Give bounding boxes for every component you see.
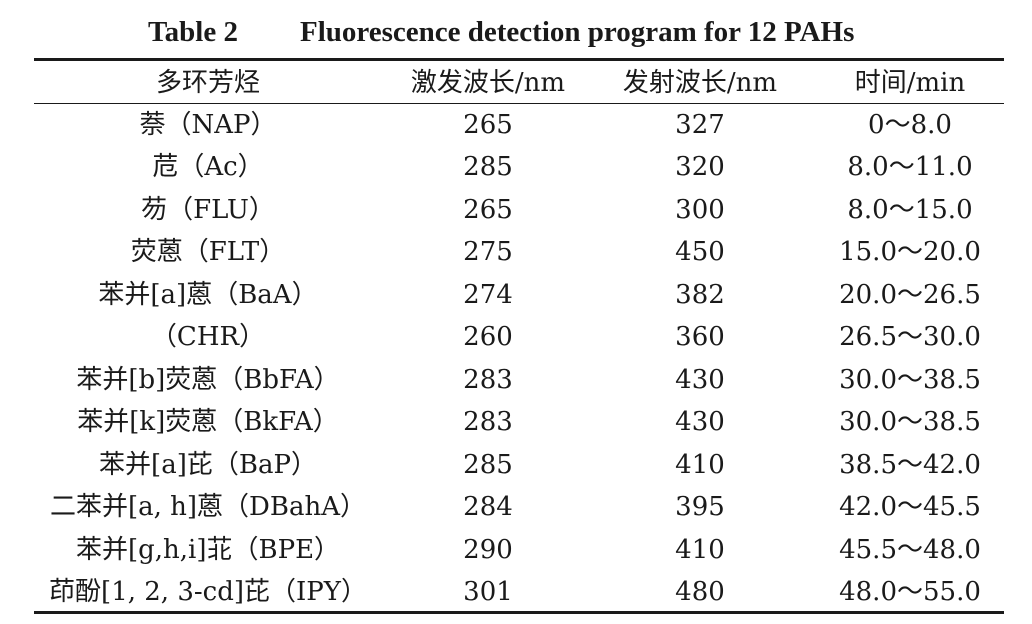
cell-excitation: 260 [463,322,513,352]
cell-emission: 410 [675,450,725,480]
cell-emission: 395 [675,492,725,522]
cell-pah: 二苯并[a, h]蒽（DBahA） [49,492,367,522]
header-rule [34,103,1004,104]
cell-emission: 450 [675,237,725,267]
cell-pah: 芴（FLU） [141,195,275,225]
cell-emission: 480 [675,577,725,607]
cell-excitation: 274 [463,280,513,310]
cell-time: 20.0～26.5 [839,280,981,310]
cell-pah: 茚酚[1, 2, 3-cd]芘（IPY） [49,577,367,607]
bottom-rule [34,611,1004,614]
cell-time: 8.0～11.0 [847,152,973,182]
cell-time: 8.0～15.0 [847,195,973,225]
table-row: 茚酚[1, 2, 3-cd]芘（IPY） 301 480 48.0～55.0 [0,571,1032,613]
cell-time: 30.0～38.5 [839,407,981,437]
cell-time: 48.0～55.0 [839,577,981,607]
cell-excitation: 290 [463,535,513,565]
table-row: 苯并[g,h,i]苝（BPE） 290 410 45.5～48.0 [0,529,1032,571]
cell-emission: 410 [675,535,725,565]
table-row: （CHR） 260 360 26.5～30.0 [0,316,1032,358]
cell-excitation: 265 [463,195,513,225]
cell-pah: 苊（Ac） [152,152,264,182]
cell-time: 30.0～38.5 [839,365,981,395]
cell-excitation: 284 [463,492,513,522]
table-row: 苯并[b]荧蒽（BbFA） 283 430 30.0～38.5 [0,359,1032,401]
table-row: 苊（Ac） 285 320 8.0～11.0 [0,146,1032,188]
table-row: 苯并[a]芘（BaP） 285 410 38.5～42.0 [0,444,1032,486]
table-caption: Table 2 Fluorescence detection program f… [0,12,1032,52]
cell-excitation: 283 [463,365,513,395]
table-row: 萘（NAP） 265 327 0～8.0 [0,104,1032,146]
cell-time: 26.5～30.0 [839,322,981,352]
cell-pah: （CHR） [150,322,266,352]
cell-excitation: 285 [463,450,513,480]
cell-excitation: 265 [463,110,513,140]
cell-time: 42.0～45.5 [839,492,981,522]
header-emission: 发射波长/nm [622,68,778,98]
cell-pah: 苯并[k]荧蒽（BkFA） [77,407,339,437]
cell-excitation: 301 [463,577,513,607]
table-number: Table 2 [148,16,238,48]
table-row: 荧蒽（FLT） 275 450 15.0～20.0 [0,231,1032,273]
header-time: 时间/min [854,68,966,98]
table-row: 芴（FLU） 265 300 8.0～15.0 [0,189,1032,231]
cell-time: 45.5～48.0 [839,535,981,565]
cell-pah: 荧蒽（FLT） [130,237,286,267]
cell-time: 0～8.0 [868,110,952,140]
table-row: 二苯并[a, h]蒽（DBahA） 284 395 42.0～45.5 [0,486,1032,528]
header-pah: 多环芳烃 [155,68,261,98]
cell-emission: 430 [675,365,725,395]
header-row: 多环芳烃 激发波长/nm 发射波长/nm 时间/min [0,62,1032,104]
cell-pah: 苯并[g,h,i]苝（BPE） [75,535,341,565]
cell-excitation: 275 [463,237,513,267]
cell-emission: 300 [675,195,725,225]
cell-pah: 苯并[a]芘（BaP） [99,450,317,480]
table-title: Fluorescence detection program for 12 PA… [300,16,855,48]
cell-pah: 苯并[b]荧蒽（BbFA） [76,365,340,395]
cell-emission: 430 [675,407,725,437]
cell-emission: 327 [675,110,725,140]
cell-time: 15.0～20.0 [839,237,981,267]
cell-excitation: 283 [463,407,513,437]
header-excitation: 激发波长/nm [410,68,566,98]
table-row: 苯并[a]蒽（BaA） 274 382 20.0～26.5 [0,274,1032,316]
cell-emission: 360 [675,322,725,352]
cell-time: 38.5～42.0 [839,450,981,480]
top-rule [34,58,1004,61]
cell-pah: 苯并[a]蒽（BaA） [98,280,318,310]
table-row: 苯并[k]荧蒽（BkFA） 283 430 30.0～38.5 [0,401,1032,443]
cell-pah: 萘（NAP） [139,110,277,140]
cell-excitation: 285 [463,152,513,182]
cell-emission: 382 [675,280,725,310]
cell-emission: 320 [675,152,725,182]
